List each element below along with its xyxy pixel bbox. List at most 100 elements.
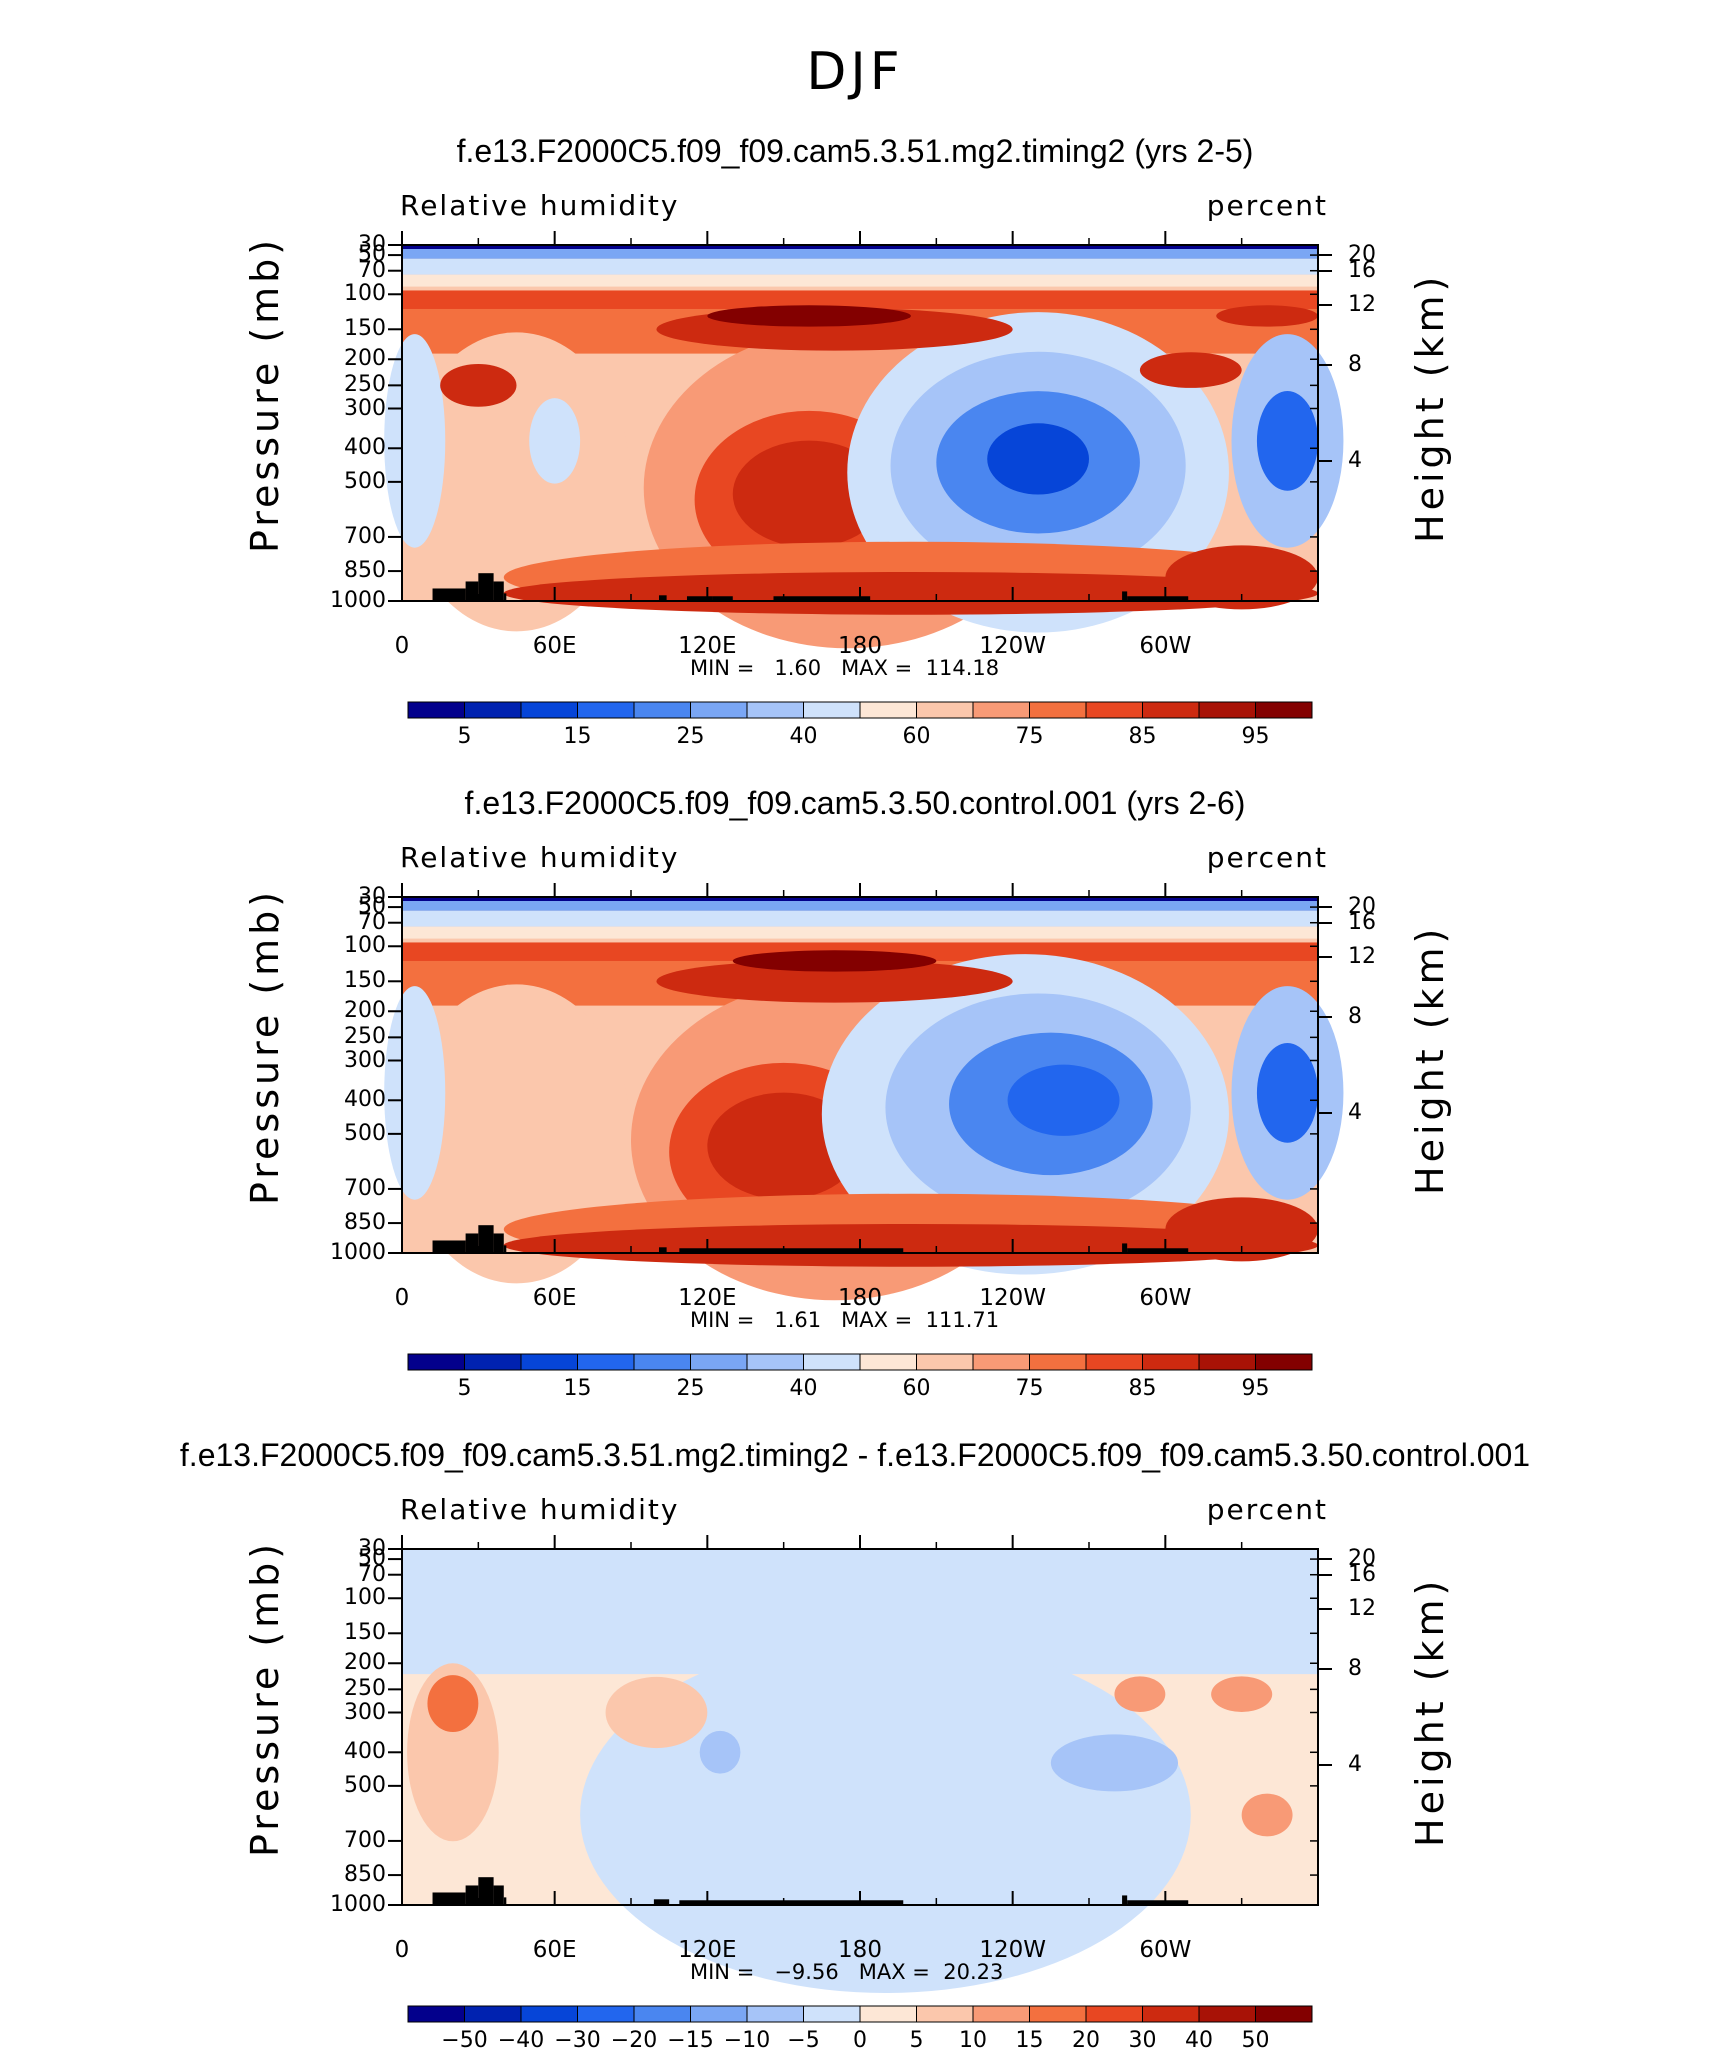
topography (432, 588, 466, 601)
contour-region (503, 572, 1318, 615)
colorbar-tick-label: 60 (902, 724, 931, 749)
colorbar-swatch (464, 701, 522, 719)
pressure-tick-label: 250 (344, 1024, 386, 1050)
colorbar-swatch (520, 701, 578, 719)
max-label: MAX = (841, 656, 913, 680)
pressure-tick-label: 70 (358, 1561, 386, 1587)
topography (493, 581, 504, 601)
longitude-tick-label: 60W (1139, 1285, 1192, 1311)
colorbar-swatch (1029, 701, 1087, 719)
colorbar-swatch (859, 2005, 917, 2023)
pressure-tick-label: 300 (344, 1047, 386, 1073)
contour-region (1165, 1197, 1318, 1262)
colorbar-swatch (1255, 1353, 1313, 1371)
colorbar-swatch (633, 701, 691, 719)
colorbar-swatch (972, 701, 1030, 719)
colorbar-swatch (633, 2005, 691, 2023)
topography (478, 1225, 494, 1253)
topography (773, 596, 871, 601)
stratosphere-band (402, 248, 1318, 259)
panel-title-2: f.e13.F2000C5.f09_f09.cam5.3.50.control.… (464, 785, 1246, 821)
min-max-stats-3: MIN = −9.56 MAX = 20.23 (690, 1960, 1003, 1984)
topography (465, 1233, 479, 1253)
longitude-tick-label: 180 (838, 1285, 882, 1311)
contour-region (605, 1676, 708, 1749)
pressure-tick-label: 850 (344, 1862, 386, 1888)
longitude-tick-label: 0 (394, 1937, 410, 1963)
min-label: MIN = (690, 1960, 755, 1984)
topography (503, 1245, 507, 1253)
contour-region (1050, 1734, 1179, 1792)
season-title: DJF (806, 42, 904, 102)
stratosphere-band (402, 900, 1318, 911)
colorbar-tick-label: 50 (1241, 2028, 1270, 2053)
units-label-1: percent (1206, 189, 1328, 222)
colorbar-swatch (1085, 701, 1143, 719)
colorbar-swatch (803, 2005, 861, 2023)
pressure-tick-label: 100 (344, 281, 386, 307)
topography (432, 1240, 466, 1253)
height-tick-label: 8 (1348, 1656, 1362, 1681)
contour-region (427, 1675, 479, 1733)
colorbar-tick-label: 75 (1015, 724, 1044, 749)
contour-region (987, 423, 1089, 495)
colorbar-swatch (577, 2005, 635, 2023)
pressure-tick-label: 70 (358, 909, 386, 935)
colorbar-swatch (407, 701, 465, 719)
colorbar-swatch (1029, 2005, 1087, 2023)
min-value: 1.60 (774, 656, 822, 680)
colorbar-swatch (1198, 1353, 1256, 1371)
colorbar-tick-label: 75 (1015, 1376, 1044, 1401)
pressure-tick-label: 70 (358, 257, 386, 283)
colorbar-tick-label: 15 (563, 1376, 592, 1401)
colorbar-tick-label: 40 (789, 724, 818, 749)
pressure-tick-label: 300 (344, 395, 386, 421)
colorbar-swatch (464, 2005, 522, 2023)
pressure-tick-label: 100 (344, 1585, 386, 1611)
contour-region (707, 305, 911, 327)
topography (679, 1248, 904, 1253)
contour-region (1139, 352, 1242, 388)
colorbar-swatch (1085, 2005, 1143, 2023)
contour-plot-2 (384, 883, 1344, 1301)
contour-region (384, 334, 446, 548)
colorbar-tick-label: 25 (676, 1376, 705, 1401)
topography (493, 1885, 504, 1905)
min-value: 1.61 (774, 1308, 822, 1332)
min-max-stats-1: MIN = 1.60 MAX = 114.18 (690, 656, 999, 680)
colorbar-swatch (520, 1353, 578, 1371)
topography (478, 1877, 494, 1905)
topography (712, 596, 733, 601)
pressure-tick-label: 500 (344, 1772, 386, 1798)
height-tick-label: 4 (1348, 448, 1362, 473)
colorbar-tick-label: 85 (1128, 724, 1157, 749)
colorbar-swatch (916, 1353, 974, 1371)
height-tick-label: 20 (1348, 242, 1376, 267)
pressure-tick-label: 400 (344, 435, 386, 461)
pressure-tick-label: 1000 (330, 1892, 386, 1917)
topography (658, 595, 667, 601)
pressure-axis-title-3: Pressure (mb) (243, 1539, 287, 1857)
units-label-2: percent (1206, 841, 1328, 874)
colorbar-swatch (690, 1353, 748, 1371)
longitude-tick-label: 120E (678, 1937, 737, 1963)
height-axis-title-3: Height (km) (1408, 1576, 1452, 1847)
contour-region (503, 1224, 1318, 1267)
contour-region (656, 959, 1013, 1003)
contour-plot-1 (384, 231, 1344, 649)
pressure-tick-label: 50 (358, 894, 386, 920)
longitude-tick-label: 120W (979, 1285, 1046, 1311)
pressure-axis-title-2: Pressure (mb) (243, 887, 287, 1205)
topography (1122, 1243, 1128, 1253)
max-value: 111.71 (925, 1308, 1000, 1332)
height-axis-title-1: Height (km) (1408, 272, 1452, 543)
height-tick-label: 4 (1348, 1100, 1362, 1125)
pressure-tick-label: 30 (358, 884, 386, 909)
contour-region (1241, 1793, 1293, 1837)
colorbar-swatch (1085, 1353, 1143, 1371)
colorbar-swatch (803, 701, 861, 719)
longitude-tick-label: 60E (532, 1937, 577, 1963)
pressure-tick-label: 50 (358, 242, 386, 268)
top-band (402, 897, 1318, 901)
pressure-tick-label: 200 (344, 1650, 386, 1676)
